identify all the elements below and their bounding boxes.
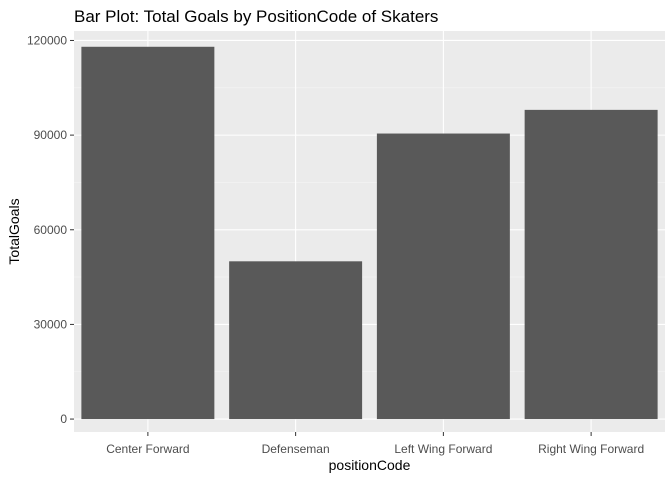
- y-tick-label: 90000: [34, 128, 68, 142]
- bar-center-forward: [81, 46, 215, 420]
- x-tick-label: Center Forward: [106, 442, 189, 456]
- y-tick-label: 120000: [27, 33, 67, 47]
- y-tick-label: 30000: [34, 317, 68, 331]
- bar-defenseman: [229, 261, 363, 420]
- x-axis-title: positionCode: [329, 457, 411, 473]
- y-axis-title: TotalGoals: [6, 198, 22, 264]
- bar-left-wing-forward: [376, 133, 510, 420]
- y-tick-label: 0: [60, 412, 67, 426]
- bars: [81, 46, 658, 420]
- y-tick-label: 60000: [34, 223, 68, 237]
- x-tick-label: Defenseman: [262, 442, 330, 456]
- bar-right-wing-forward: [524, 109, 658, 420]
- x-tick-label: Left Wing Forward: [394, 442, 492, 456]
- x-tick-label: Right Wing Forward: [538, 442, 644, 456]
- axis-ticks: 0 30000 60000 90000 120000 Center Forward Defe…: [27, 33, 644, 456]
- chart-title: Bar Plot: Total Goals by PositionCode of…: [74, 7, 438, 26]
